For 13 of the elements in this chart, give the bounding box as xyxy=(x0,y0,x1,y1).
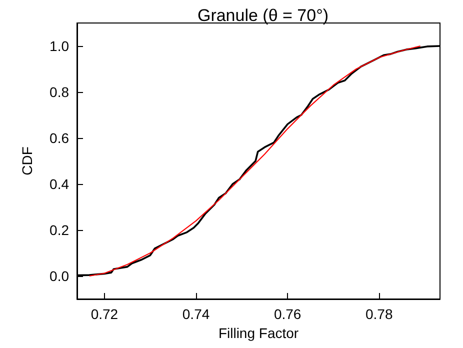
x-tick-label: 0.78 xyxy=(365,306,393,322)
x-tick-label: 0.76 xyxy=(274,306,302,322)
y-tick-label: 1.0 xyxy=(50,38,70,54)
y-tick-label: 0.4 xyxy=(50,176,70,192)
y-axis-title: CDF xyxy=(19,146,35,176)
y-tick-label: 0.8 xyxy=(50,84,70,100)
y-tick-label: 0.0 xyxy=(50,268,70,284)
chart-title: Granule (θ = 70°) xyxy=(197,6,329,25)
y-tick-label: 0.2 xyxy=(50,222,70,238)
x-tick-label: 0.74 xyxy=(182,306,210,322)
y-tick-label: 0.6 xyxy=(50,130,70,146)
x-axis-title: Filling Factor xyxy=(218,324,299,341)
x-tick-label: 0.72 xyxy=(90,306,118,322)
